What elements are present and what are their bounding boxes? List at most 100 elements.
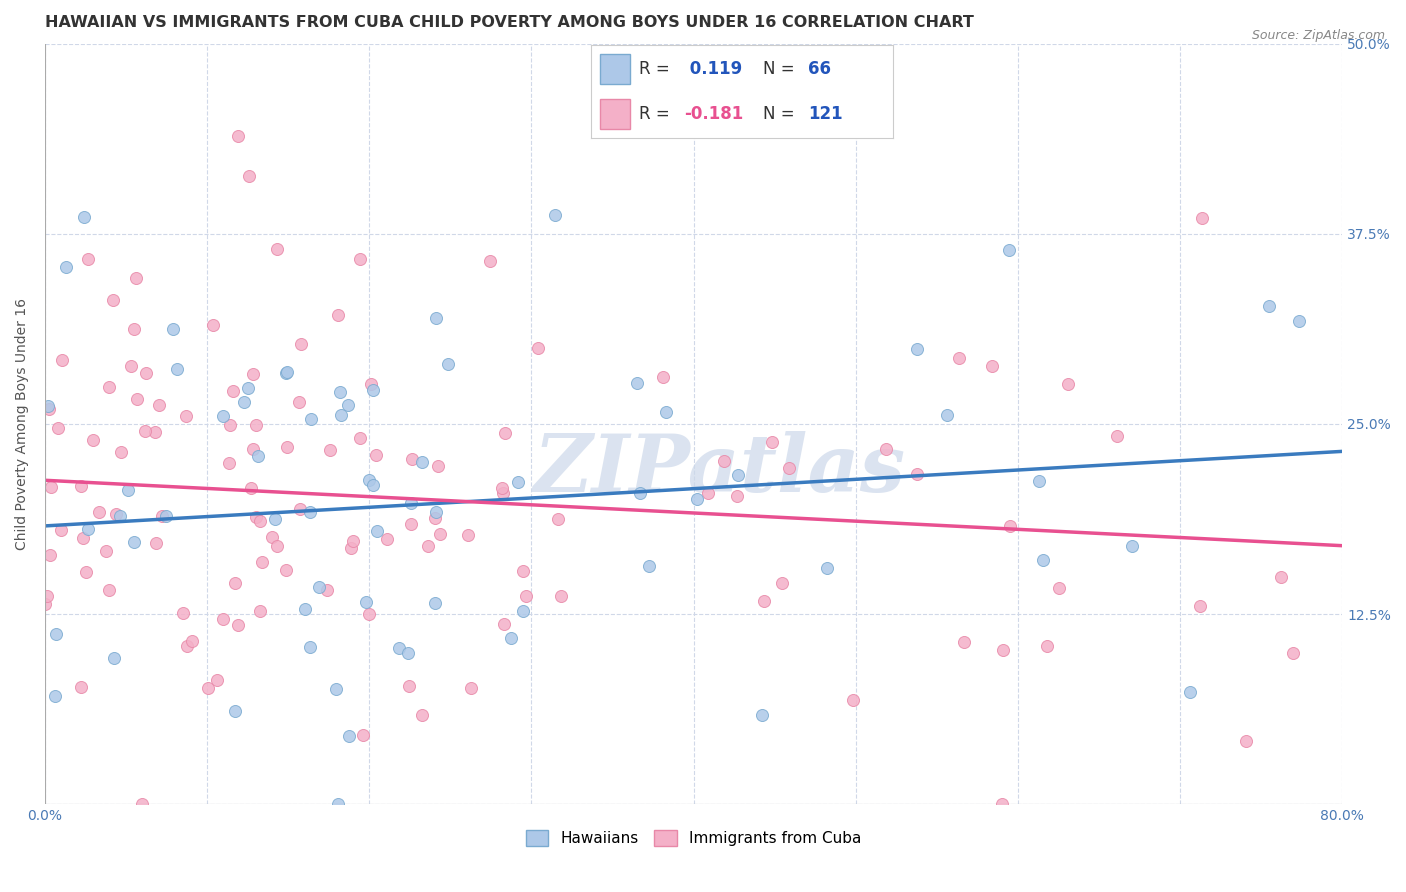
Point	[337, 729, 360, 743]
Point	[288, 395, 311, 409]
Point	[752, 594, 775, 608]
Point	[308, 580, 330, 594]
Point	[401, 452, 423, 467]
Point	[815, 561, 838, 575]
Point	[249, 604, 271, 618]
Point	[425, 505, 447, 519]
Point	[290, 337, 312, 351]
Point	[224, 575, 246, 590]
Point	[242, 368, 264, 382]
Point	[1270, 570, 1292, 584]
Point	[360, 377, 382, 392]
Point	[1031, 553, 1053, 567]
Point	[328, 797, 350, 812]
Point	[1047, 581, 1070, 595]
Point	[457, 528, 479, 542]
Point	[172, 607, 194, 621]
Point	[51, 352, 73, 367]
Point	[103, 651, 125, 665]
Point	[375, 533, 398, 547]
Point	[77, 252, 100, 266]
Point	[226, 128, 249, 143]
Point	[842, 693, 865, 707]
Point	[260, 530, 283, 544]
Point	[501, 631, 523, 645]
Point	[875, 442, 897, 457]
Point	[150, 509, 173, 524]
Point	[697, 486, 720, 500]
Point	[326, 308, 349, 322]
Point	[492, 486, 515, 500]
Point	[249, 514, 271, 528]
Point	[125, 270, 148, 285]
Point	[318, 443, 340, 458]
Point	[82, 434, 104, 448]
Point	[266, 242, 288, 256]
Point	[299, 412, 322, 426]
Point	[628, 486, 651, 500]
Point	[180, 634, 202, 648]
Point	[401, 495, 423, 509]
Point	[515, 589, 537, 603]
Point	[491, 481, 513, 495]
Point	[418, 539, 440, 553]
Point	[212, 612, 235, 626]
Point	[94, 544, 117, 558]
Point	[120, 359, 142, 373]
Point	[1028, 474, 1050, 488]
Text: Source: ZipAtlas.com: Source: ZipAtlas.com	[1251, 29, 1385, 42]
Point	[396, 646, 419, 660]
Point	[294, 602, 316, 616]
Point	[354, 595, 377, 609]
Point	[240, 481, 263, 495]
Point	[202, 318, 225, 332]
Point	[250, 555, 273, 569]
Point	[352, 728, 374, 742]
Point	[1035, 639, 1057, 653]
Point	[73, 210, 96, 224]
Text: ZIPatlas: ZIPatlas	[533, 431, 905, 508]
Point	[1107, 428, 1129, 442]
Point	[242, 442, 264, 457]
Point	[366, 448, 388, 462]
Legend: Hawaiians, Immigrants from Cuba: Hawaiians, Immigrants from Cuba	[526, 830, 862, 847]
Point	[905, 467, 928, 481]
Point	[349, 431, 371, 445]
Point	[125, 392, 148, 406]
Bar	[599, 54, 630, 84]
Point	[544, 208, 567, 222]
Point	[508, 475, 530, 490]
Point	[340, 541, 363, 555]
Point	[49, 523, 72, 537]
Point	[274, 563, 297, 577]
Point	[329, 408, 352, 422]
Point	[75, 565, 97, 579]
Point	[39, 548, 62, 562]
Point	[44, 689, 66, 703]
Point	[361, 383, 384, 397]
Point	[70, 680, 93, 694]
Point	[145, 536, 167, 550]
Point	[425, 311, 447, 326]
Point	[205, 673, 228, 688]
Point	[638, 559, 661, 574]
Point	[1188, 599, 1211, 613]
Point	[222, 384, 245, 398]
Text: 0.119: 0.119	[685, 60, 742, 78]
Point	[547, 512, 569, 526]
Text: R =: R =	[638, 60, 675, 78]
Point	[363, 478, 385, 492]
Point	[117, 483, 139, 497]
Point	[411, 708, 433, 723]
Point	[770, 575, 793, 590]
Point	[166, 361, 188, 376]
Text: 66: 66	[808, 60, 831, 78]
Point	[411, 455, 433, 469]
Point	[97, 380, 120, 394]
Point	[761, 434, 783, 449]
Point	[423, 597, 446, 611]
Point	[948, 351, 970, 366]
Point	[247, 449, 270, 463]
Point	[219, 418, 242, 433]
Point	[952, 635, 974, 649]
